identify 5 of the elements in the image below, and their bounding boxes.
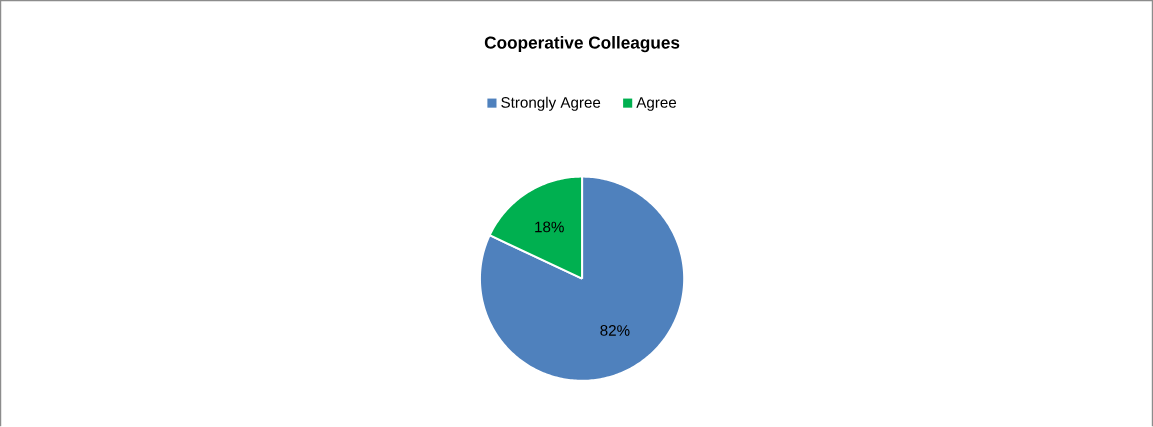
legend-label: Agree — [636, 97, 677, 111]
data-label: 82% — [600, 325, 630, 336]
data-label: 18% — [535, 221, 564, 233]
chart-title: Cooperative Colleagues — [484, 36, 680, 53]
legend-label: Strongly Agree — [501, 96, 601, 111]
